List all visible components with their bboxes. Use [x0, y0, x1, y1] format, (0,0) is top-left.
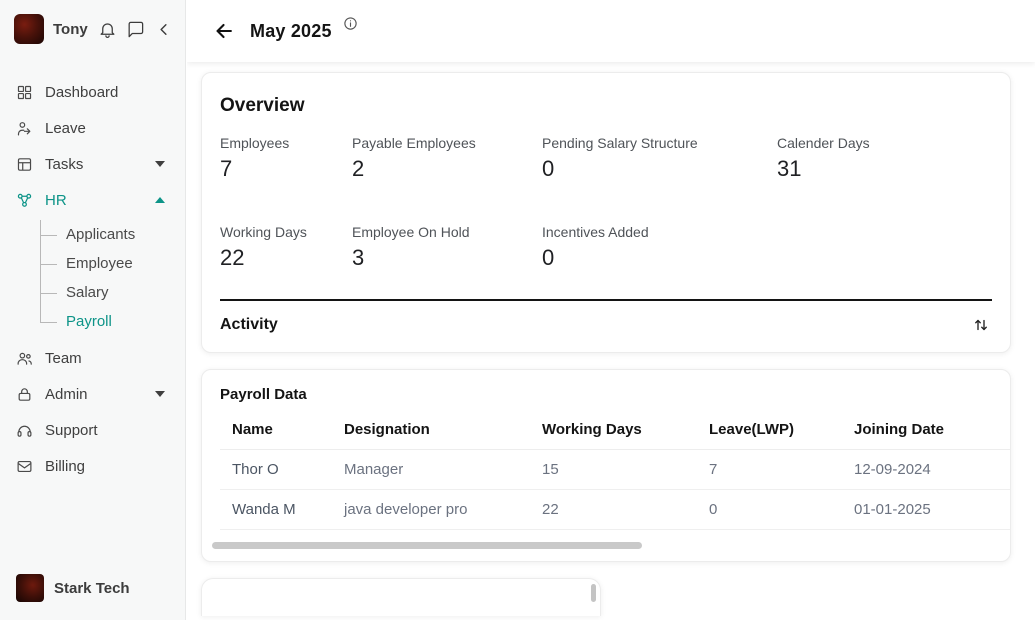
sidebar: Tony Dashboard Leave Tasks: [0, 0, 186, 620]
cell-joining-date: 12-09-2024: [842, 449, 1010, 489]
sidebar-item-admin[interactable]: Admin: [0, 376, 185, 412]
cell-truncated: [1010, 489, 1011, 529]
sidebar-item-employee[interactable]: Employee: [40, 249, 185, 278]
cell-leave-lwp: 0: [697, 489, 842, 529]
page-title: May 2025: [250, 21, 332, 42]
sidebar-item-label: Tasks: [45, 156, 83, 173]
column-header-leave-lwp[interactable]: Leave(LWP): [697, 411, 842, 449]
stat-spacer: [777, 224, 992, 271]
main-area: May 2025 Overview Employees 7 Payable Em…: [187, 0, 1035, 620]
company-name: Stark Tech: [54, 580, 130, 597]
sidebar-item-dashboard[interactable]: Dashboard: [0, 74, 185, 110]
leave-icon: [16, 120, 33, 137]
overview-card: Overview Employees 7 Payable Employees 2…: [201, 72, 1011, 353]
sidebar-item-billing[interactable]: Billing: [0, 448, 185, 484]
column-header-truncated[interactable]: S: [1010, 411, 1011, 449]
cell-working-days: 15: [530, 449, 697, 489]
column-header-name[interactable]: Name: [220, 411, 332, 449]
sidebar-item-label: Leave: [45, 120, 86, 137]
sidebar-item-applicants[interactable]: Applicants: [40, 220, 185, 249]
back-arrow-icon[interactable]: [213, 20, 235, 42]
cell-truncated: [1010, 449, 1011, 489]
chevron-down-icon[interactable]: [155, 391, 165, 397]
overview-stats: Employees 7 Payable Employees 2 Pending …: [220, 135, 992, 271]
cell-designation: java developer pro: [332, 489, 530, 529]
page-header: May 2025: [187, 0, 1035, 62]
stat-calendar-days: Calender Days 31: [777, 135, 992, 182]
cell-designation: Manager: [332, 449, 530, 489]
cell-joining-date: 01-01-2025: [842, 489, 1010, 529]
sidebar-item-label: HR: [45, 192, 67, 209]
sidebar-item-hr[interactable]: HR: [0, 182, 185, 218]
user-avatar[interactable]: [14, 14, 44, 44]
collapse-sidebar-icon[interactable]: [154, 20, 173, 39]
column-header-designation[interactable]: Designation: [332, 411, 530, 449]
column-header-working-days[interactable]: Working Days: [530, 411, 697, 449]
cell-name: Wanda M: [220, 489, 332, 529]
vertical-scrollbar[interactable]: [591, 584, 596, 602]
team-icon: [16, 350, 33, 367]
table-row[interactable]: Thor O Manager 15 7 12-09-2024: [220, 449, 1011, 489]
support-headset-icon: [16, 422, 33, 439]
sub-item-label: Employee: [66, 255, 133, 272]
stat-working-days: Working Days 22: [220, 224, 352, 271]
table-header-row: Name Designation Working Days Leave(LWP)…: [220, 411, 1011, 449]
bell-icon[interactable]: [98, 20, 117, 39]
payroll-table: Name Designation Working Days Leave(LWP)…: [220, 411, 1011, 530]
next-card-partial: [201, 578, 601, 616]
sub-item-label: Applicants: [66, 226, 135, 243]
sidebar-item-tasks[interactable]: Tasks: [0, 146, 185, 182]
activity-section: Activity: [220, 301, 992, 340]
payroll-table-viewport: Name Designation Working Days Leave(LWP)…: [220, 411, 1011, 530]
table-row[interactable]: Wanda M java developer pro 22 0 01-01-20…: [220, 489, 1011, 529]
sort-arrows-icon[interactable]: [972, 316, 990, 334]
sidebar-item-payroll[interactable]: Payroll: [40, 307, 185, 336]
stat-employee-on-hold: Employee On Hold 3: [352, 224, 542, 271]
hr-submenu: Applicants Employee Salary Payroll: [40, 220, 185, 336]
payroll-card: Payroll Data Name Designation Working Da…: [201, 369, 1011, 562]
stat-incentives-added: Incentives Added 0: [542, 224, 777, 271]
sidebar-item-label: Team: [45, 350, 82, 367]
activity-title: Activity: [220, 316, 278, 334]
page-content: Overview Employees 7 Payable Employees 2…: [187, 62, 1035, 616]
column-header-joining-date[interactable]: Joining Date: [842, 411, 1010, 449]
sidebar-item-support[interactable]: Support: [0, 412, 185, 448]
tasks-icon: [16, 156, 33, 173]
cell-leave-lwp: 7: [697, 449, 842, 489]
dashboard-icon: [16, 84, 33, 101]
stat-pending-salary-structure: Pending Salary Structure 0: [542, 135, 777, 182]
sidebar-item-label: Admin: [45, 386, 88, 403]
chevron-up-icon[interactable]: [155, 197, 165, 203]
admin-lock-icon: [16, 386, 33, 403]
stat-payable-employees: Payable Employees 2: [352, 135, 542, 182]
sidebar-footer: Stark Tech: [0, 560, 185, 620]
horizontal-scrollbar[interactable]: [212, 542, 642, 549]
company-logo: [16, 574, 44, 602]
cell-name: Thor O: [220, 449, 332, 489]
sidebar-item-label: Support: [45, 422, 98, 439]
user-name: Tony: [53, 21, 88, 38]
sub-item-label: Payroll: [66, 313, 112, 330]
stat-employees: Employees 7: [220, 135, 352, 182]
sidebar-item-leave[interactable]: Leave: [0, 110, 185, 146]
chevron-down-icon[interactable]: [155, 161, 165, 167]
billing-envelope-icon: [16, 458, 33, 475]
sidebar-item-label: Dashboard: [45, 84, 118, 101]
payroll-title: Payroll Data: [220, 386, 1010, 403]
sidebar-item-label: Billing: [45, 458, 85, 475]
chat-icon[interactable]: [126, 20, 145, 39]
sidebar-item-salary[interactable]: Salary: [40, 278, 185, 307]
overview-title: Overview: [220, 95, 992, 117]
cell-working-days: 22: [530, 489, 697, 529]
info-icon[interactable]: [343, 16, 358, 31]
sidebar-item-team[interactable]: Team: [0, 340, 185, 376]
sidebar-header: Tony: [0, 0, 185, 56]
hr-icon: [16, 192, 33, 209]
sub-item-label: Salary: [66, 284, 109, 301]
sidebar-menu: Dashboard Leave Tasks HR Applicants: [0, 74, 185, 560]
